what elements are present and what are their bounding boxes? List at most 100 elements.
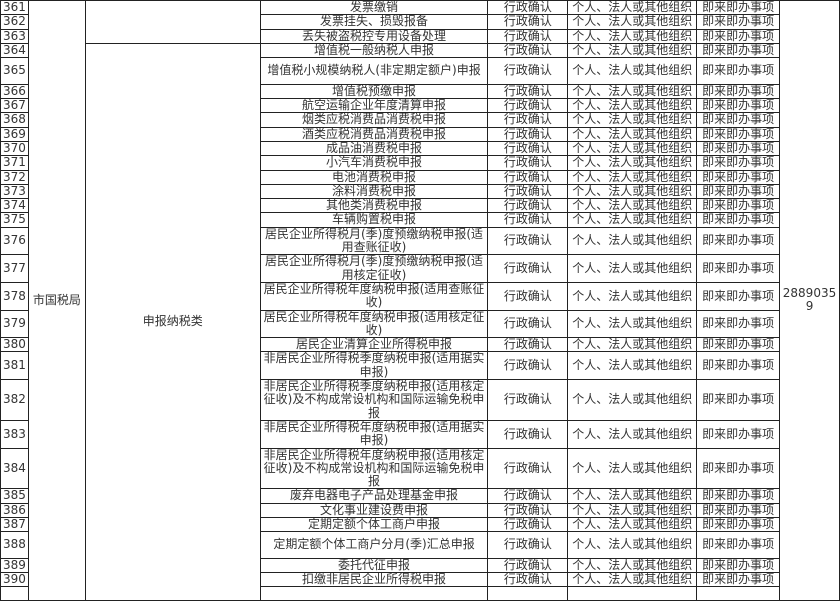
row-number: 382 — [0, 379, 29, 421]
item-target: 个人、法人或其他组织 — [567, 447, 698, 490]
item-target: 个人、法人或其他组织 — [567, 28, 698, 44]
item-type: 行政确认 — [487, 155, 569, 171]
row-number: 373 — [0, 183, 29, 200]
item-name: 非居民企业所得税年度纳税申报(适用据实申报) — [259, 419, 489, 449]
row-number: 384 — [0, 447, 29, 490]
item-name: 居民企业所得税月(季)度预缴纳税申报(适用查账征收) — [259, 226, 489, 256]
item-timing: 即来即办事项 — [696, 254, 781, 283]
item-target: 个人、法人或其他组织 — [567, 57, 698, 85]
item-target: 个人、法人或其他组织 — [567, 531, 698, 559]
item-timing: 即来即办事项 — [696, 516, 781, 533]
item-target: 个人、法人或其他组织 — [567, 309, 698, 339]
item-name: 非居民企业所得税年度纳税申报(适用核定征收)及不构成常设机构和国际运输免税申报 — [259, 447, 489, 490]
item-target: 个人、法人或其他组织 — [567, 212, 698, 228]
item-target: 个人、法人或其他组织 — [567, 83, 698, 100]
item-target: 个人、法人或其他组织 — [567, 140, 698, 157]
item-name: 烟类应税消费品消费税申报 — [259, 112, 489, 128]
row-number: 379 — [0, 309, 29, 339]
item-type: 行政确认 — [487, 14, 569, 30]
table-row: 384 非居民企业所得税年度纳税申报(适用核定征收)及不构成常设机构和国际运输免税… — [0, 447, 840, 490]
item-target: 个人、法人或其他组织 — [567, 126, 698, 142]
item-type: 行政确认 — [487, 212, 569, 228]
row-number: 383 — [0, 419, 29, 449]
item-target: 个人、法人或其他组织 — [567, 502, 698, 518]
table-row: 365 增值税小规模纳税人(非定期定额户)申报 行政确认 个人、法人或其他组织 即来即办… — [0, 57, 840, 85]
row-number: 365 — [0, 57, 29, 85]
item-type: 行政确认 — [487, 379, 569, 421]
category-cell — [84, 0, 261, 44]
item-target: 个人、法人或其他组织 — [567, 155, 698, 171]
item-name: 电池消费税申报 — [259, 169, 489, 185]
item-name: 定期定额个体工商户分月(季)汇总申报 — [259, 531, 489, 559]
item-name: 居民企业所得税年度纳税申报(适用核定征收) — [259, 309, 489, 339]
item-timing: 即来即办事项 — [696, 572, 781, 588]
table-row: 364 申报纳税类 增值税一般纳税人申报 行政确认 个人、法人或其他组织 即来即办事项 — [0, 42, 840, 601]
department-cell: 市国税局 — [27, 0, 86, 601]
row-number: 381 — [0, 351, 29, 381]
row-number: 380 — [0, 337, 29, 353]
item-type: 行政确认 — [487, 0, 569, 16]
item-timing: 即来即办事项 — [696, 309, 781, 339]
item-name: 酒类应税消费品消费税申报 — [259, 126, 489, 142]
item-name: 涂料消费税申报 — [259, 183, 489, 200]
item-target: 个人、法人或其他组织 — [567, 14, 698, 30]
item-type: 行政确认 — [487, 488, 569, 504]
item-name: 非居民企业所得税季度纳税申报(适用据实申报) — [259, 351, 489, 381]
table-row: 366 增值税预缴申报 行政确认 个人、法人或其他组织 即来即办事项 — [0, 83, 840, 100]
item-timing: 即来即办事项 — [696, 502, 781, 518]
item-timing: 即来即办事项 — [696, 42, 781, 59]
item-timing: 即来即办事项 — [696, 351, 781, 381]
item-target: 个人、法人或其他组织 — [567, 183, 698, 200]
item-name: 车辆购置税申报 — [259, 212, 489, 228]
table-row: 373 涂料消费税申报 行政确认 个人、法人或其他组织 即来即办事项 — [0, 183, 840, 200]
table-row: 367 航空运输企业年度清算申报 行政确认 个人、法人或其他组织 即来即办事项 — [0, 98, 840, 114]
item-type: 行政确认 — [487, 531, 569, 559]
item-timing: 即来即办事项 — [696, 169, 781, 185]
category-cell: 申报纳税类 — [84, 42, 261, 601]
row-number: 386 — [0, 502, 29, 518]
item-type: 行政确认 — [487, 447, 569, 490]
item-target: 个人、法人或其他组织 — [567, 337, 698, 353]
item-name: 居民企业所得税月(季)度预缴纳税申报(适用核定征收) — [259, 254, 489, 283]
row-number: 369 — [0, 126, 29, 142]
item-timing: 即来即办事项 — [696, 531, 781, 559]
row-number: 364 — [0, 42, 29, 59]
item-timing: 即来即办事项 — [696, 14, 781, 30]
item-target: 个人、法人或其他组织 — [567, 351, 698, 381]
item-name: 居民企业所得税年度纳税申报(适用查账征收) — [259, 281, 489, 311]
item-type: 行政确认 — [487, 183, 569, 200]
item-name: 增值税一般纳税人申报 — [259, 42, 489, 59]
item-type: 行政确认 — [487, 169, 569, 185]
item-timing: 即来即办事项 — [696, 0, 781, 16]
item-type: 行政确认 — [487, 419, 569, 449]
item-timing: 即来即办事项 — [696, 379, 781, 421]
item-name: 丢失被盗税控专用设备处理 — [259, 28, 489, 44]
row-number: 375 — [0, 212, 29, 228]
item-timing: 即来即办事项 — [696, 183, 781, 200]
item-name: 定期定额个体工商户申报 — [259, 516, 489, 533]
item-name — [259, 586, 489, 601]
item-timing: 即来即办事项 — [696, 57, 781, 85]
item-timing: 即来即办事项 — [696, 337, 781, 353]
item-name: 废弃电器电子产品处理基金申报 — [259, 488, 489, 504]
row-number: 362 — [0, 14, 29, 30]
item-type: 行政确认 — [487, 83, 569, 100]
table-row: 378 居民企业所得税年度纳税申报(适用查账征收) 行政确认 个人、法人或其他组织 即来… — [0, 281, 840, 311]
table-row: 368 烟类应税消费品消费税申报 行政确认 个人、法人或其他组织 即来即办事项 — [0, 112, 840, 128]
item-timing: 即来即办事项 — [696, 488, 781, 504]
item-name: 扣缴非居民企业所得税申报 — [259, 572, 489, 588]
row-number: 361 — [0, 0, 29, 16]
table-row: 363 丢失被盗税控专用设备处理 行政确认 个人、法人或其他组织 即来即办事项 — [0, 28, 840, 44]
table-row: 382 非居民企业所得税季度纳税申报(适用核定征收)及不构成常设机构和国际运输免税… — [0, 379, 840, 421]
row-number: 368 — [0, 112, 29, 128]
item-type: 行政确认 — [487, 140, 569, 157]
row-number: 390 — [0, 572, 29, 588]
item-target: 个人、法人或其他组织 — [567, 281, 698, 311]
item-type — [487, 586, 569, 601]
item-type: 行政确认 — [487, 98, 569, 114]
item-type: 行政确认 — [487, 198, 569, 214]
item-timing: 即来即办事项 — [696, 419, 781, 449]
table-row: 386 文化事业建设费申报 行政确认 个人、法人或其他组织 即来即办事项 — [0, 502, 840, 518]
